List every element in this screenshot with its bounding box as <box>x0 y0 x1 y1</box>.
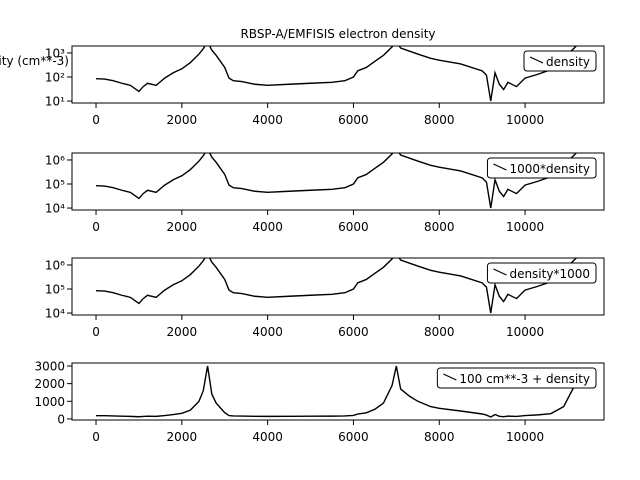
axes-frame <box>71 45 605 104</box>
legend: 100 cm**-3 + density <box>436 367 597 389</box>
legend-box <box>486 157 597 179</box>
legend: density*1000 <box>486 262 597 284</box>
x-tick-label: 2000 <box>167 113 198 127</box>
x-tick-label: 8000 <box>424 113 455 127</box>
x-tick-label: 10000 <box>506 113 544 127</box>
axes-frame <box>71 152 605 211</box>
x-tick-label: 2000 <box>167 325 198 339</box>
legend-label: density*1000 <box>509 267 590 281</box>
plot-area <box>95 153 578 209</box>
x-tick-label: 4000 <box>252 430 283 444</box>
x-tick-label: 4000 <box>252 113 283 127</box>
legend-swatch <box>443 373 457 381</box>
y-tick-label: 1000 <box>34 395 65 409</box>
x-tick-label: 6000 <box>338 430 369 444</box>
plot-area <box>95 46 578 102</box>
y-tick-label: 10¹ <box>45 95 65 109</box>
x-tick-label: 6000 <box>338 325 369 339</box>
axes-frame <box>71 362 605 421</box>
data-line <box>95 46 578 102</box>
x-tick-label: 0 <box>92 430 100 444</box>
legend-label: 100 cm**-3 + density <box>459 372 590 386</box>
x-tick-label: 0 <box>92 113 100 127</box>
data-line <box>96 365 578 418</box>
x-tick-label: 10000 <box>506 430 544 444</box>
legend-swatch <box>493 163 507 171</box>
data-line <box>95 153 578 209</box>
legend: density <box>523 50 597 72</box>
x-tick-label: 0 <box>92 220 100 234</box>
x-tick-label: 4000 <box>252 220 283 234</box>
legend-swatch <box>529 56 544 64</box>
x-tick-label: 6000 <box>338 113 369 127</box>
y-tick-label: 10⁵ <box>45 178 65 192</box>
x-tick-label: 8000 <box>424 325 455 339</box>
y-tick-label: 2000 <box>34 377 65 391</box>
x-tick-label: 8000 <box>424 220 455 234</box>
y-tick-label: 3000 <box>34 360 65 374</box>
y-tick-label: 0 <box>57 412 65 426</box>
y-tick-label: 10² <box>45 71 65 85</box>
legend-swatch <box>493 268 507 276</box>
plot-area <box>95 258 578 314</box>
x-tick-label: 6000 <box>338 220 369 234</box>
y-tick-label: 10⁴ <box>45 202 65 216</box>
legend-box <box>436 367 597 389</box>
x-tick-label: 10000 <box>506 220 544 234</box>
y-tick-label: 10⁶ <box>45 153 65 167</box>
x-tick-label: 2000 <box>167 220 198 234</box>
x-tick-label: 0 <box>92 325 100 339</box>
legend-label: density <box>546 55 590 69</box>
x-tick-label: 10000 <box>506 325 544 339</box>
y-tick-label: 10⁴ <box>45 307 65 321</box>
y-tick-label: 10⁶ <box>45 258 65 272</box>
chart-title: RBSP-A/EMFISIS electron density <box>240 27 435 41</box>
plot-area <box>96 365 578 418</box>
y-tick-label: 10³ <box>45 46 65 60</box>
y-axis-label: density (cm**-3) <box>0 54 69 68</box>
x-tick-label: 8000 <box>424 430 455 444</box>
y-tick-label: 10⁵ <box>45 283 65 297</box>
legend: 1000*density <box>486 157 597 179</box>
legend-box <box>486 262 597 284</box>
data-line <box>95 258 578 314</box>
legend-label: 1000*density <box>509 162 590 176</box>
legend-box <box>523 50 597 72</box>
axes-frame <box>71 257 605 316</box>
x-tick-label: 2000 <box>167 430 198 444</box>
x-tick-label: 4000 <box>252 325 283 339</box>
